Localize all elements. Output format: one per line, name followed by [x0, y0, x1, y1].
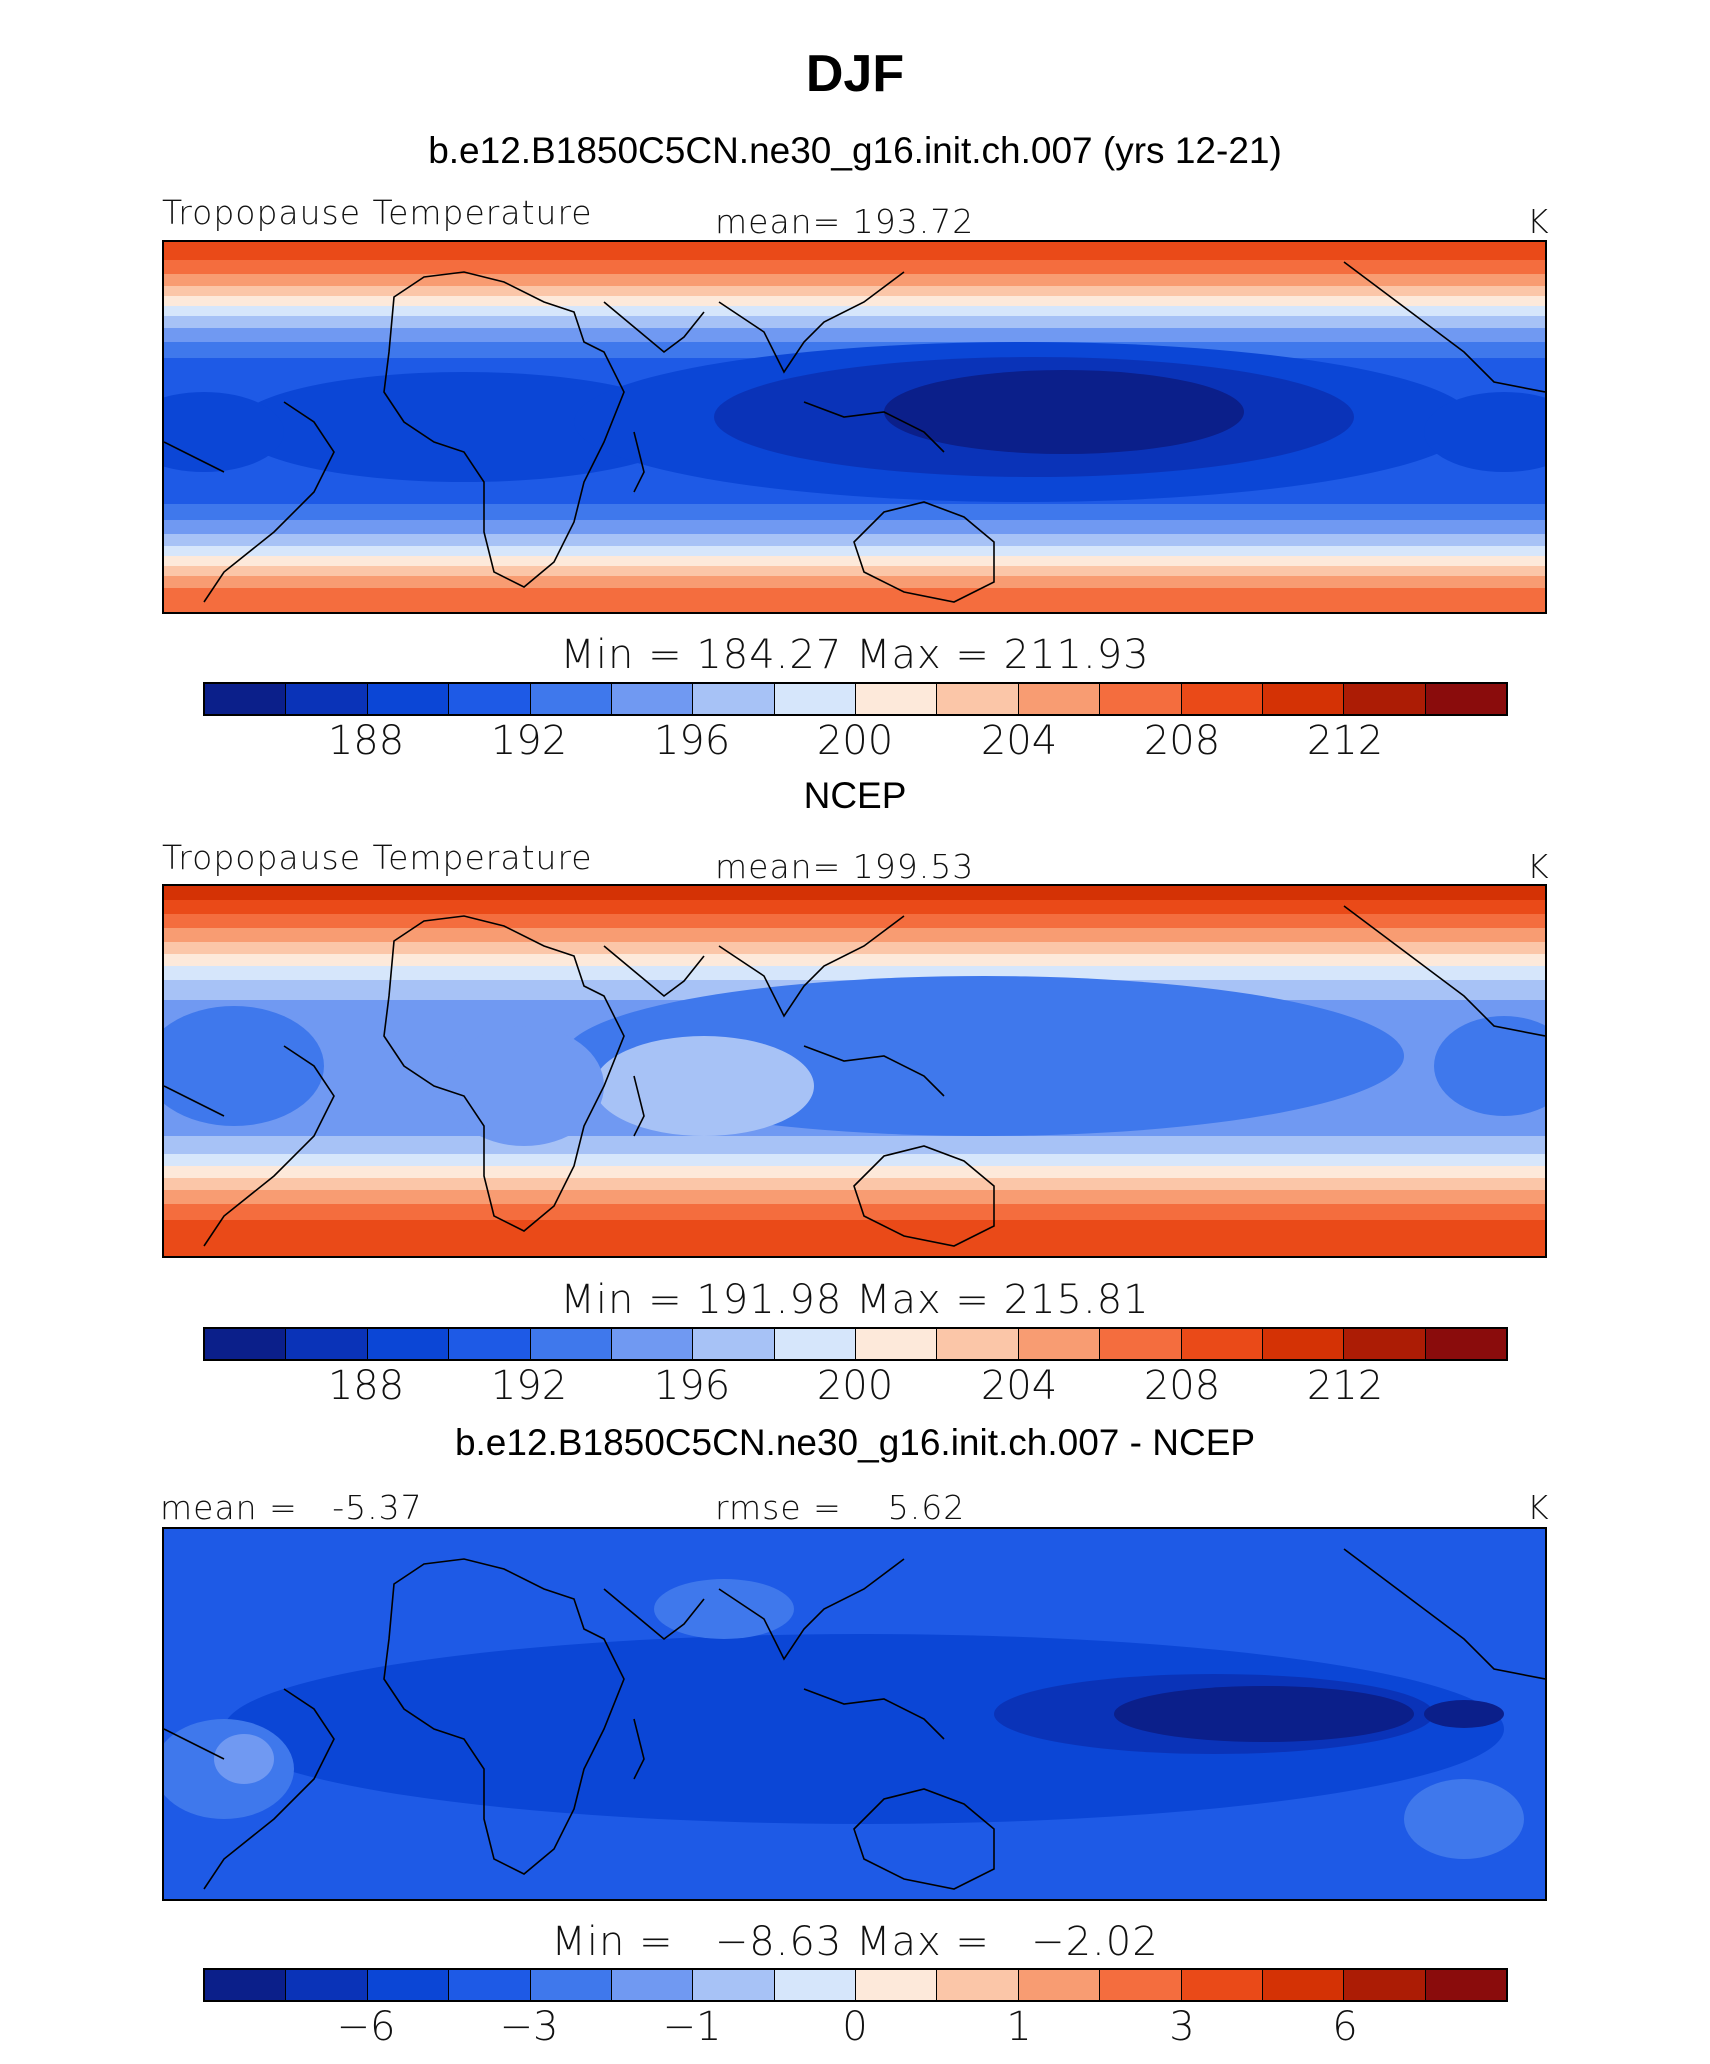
panel-3-colorbar-tick: 1 — [1006, 2004, 1032, 2050]
panel-2-title: NCEP — [803, 775, 907, 816]
colorbar-swatch — [1425, 1970, 1506, 2000]
colorbar-swatch — [1344, 1970, 1426, 2000]
panel-3-units-label: K — [1527, 1488, 1550, 1527]
colorbar-swatch — [611, 684, 694, 714]
colorbar-swatch — [286, 684, 368, 714]
panel-1-colorbar — [203, 682, 1508, 716]
panel-1-min-max: Min = 184.27 Max = 211.93 — [560, 632, 1150, 678]
panel-2-colorbar-tick: 200 — [816, 1363, 894, 1409]
panel-3-colorbar-tick: 3 — [1169, 2004, 1195, 2050]
panel-1-colorbar-tick: 196 — [653, 718, 731, 764]
colorbar-swatch — [611, 1329, 694, 1359]
colorbar-swatch — [205, 684, 287, 714]
panel-1-mean-label: mean= 193.72 — [715, 202, 975, 241]
colorbar-swatch — [774, 684, 856, 714]
panel-1-units-label: K — [1527, 202, 1550, 241]
colorbar-swatch — [449, 1970, 531, 2000]
colorbar-swatch — [774, 1970, 856, 2000]
colorbar-swatch — [1181, 1329, 1263, 1359]
colorbar-swatch — [937, 1970, 1019, 2000]
colorbar-swatch — [1344, 1329, 1426, 1359]
colorbar-swatch — [205, 1970, 287, 2000]
colorbar-swatch — [611, 1970, 694, 2000]
panel-1-title: b.e12.B1850C5CN.ne30_g16.init.ch.007 (yr… — [428, 130, 1282, 171]
colorbar-swatch — [286, 1970, 368, 2000]
colorbar-swatch — [1425, 1329, 1506, 1359]
colorbar-swatch — [1262, 684, 1345, 714]
panel-1-colorbar-tick: 212 — [1306, 718, 1384, 764]
panel-1-colorbar-tick: 208 — [1143, 718, 1221, 764]
panel-2-map — [162, 884, 1547, 1258]
colorbar-swatch — [1100, 684, 1182, 714]
colorbar-swatch — [693, 1970, 775, 2000]
colorbar-swatch — [693, 684, 775, 714]
colorbar-swatch — [937, 1329, 1019, 1359]
panel-2-colorbar-tick: 188 — [327, 1363, 405, 1409]
panel-1-colorbar-tick: 192 — [490, 718, 568, 764]
colorbar-swatch — [205, 1329, 287, 1359]
panel-2-min-max: Min = 191.98 Max = 215.81 — [560, 1277, 1150, 1323]
colorbar-swatch — [856, 1329, 938, 1359]
panel-3-mean-label: mean = -5.37 — [160, 1488, 423, 1527]
colorbar-swatch — [856, 1970, 938, 2000]
colorbar-swatch — [1262, 1329, 1345, 1359]
panel-3-rmse-label: rmse = 5.62 — [715, 1488, 966, 1527]
colorbar-swatch — [774, 1329, 856, 1359]
colorbar-swatch — [937, 684, 1019, 714]
colorbar-swatch — [1100, 1329, 1182, 1359]
panel-2-colorbar-tick: 192 — [490, 1363, 568, 1409]
panel-2-colorbar-tick: 204 — [980, 1363, 1058, 1409]
figure-title: DJF — [805, 45, 905, 103]
colorbar-swatch — [449, 1329, 531, 1359]
colorbar-swatch — [367, 684, 450, 714]
panel-3-colorbar — [203, 1968, 1508, 2002]
panel-1-colorbar-tick: 200 — [816, 718, 894, 764]
panel-3-title: b.e12.B1850C5CN.ne30_g16.init.ch.007 - N… — [454, 1422, 1256, 1463]
panel-2-colorbar-tick: 208 — [1143, 1363, 1221, 1409]
colorbar-swatch — [367, 1970, 450, 2000]
colorbar-swatch — [530, 684, 612, 714]
panel-1-map — [162, 240, 1547, 614]
panel-2-variable-label: Tropopause Temperature — [162, 838, 593, 877]
panel-1-colorbar-tick: 188 — [327, 718, 405, 764]
colorbar-swatch — [367, 1329, 450, 1359]
panel-2-colorbar-tick: 196 — [653, 1363, 731, 1409]
panel-3-colorbar-tick: 0 — [842, 2004, 868, 2050]
colorbar-swatch — [1181, 1970, 1263, 2000]
colorbar-swatch — [530, 1970, 612, 2000]
panel-3-colorbar-tick: −6 — [336, 2004, 396, 2050]
colorbar-swatch — [856, 684, 938, 714]
colorbar-swatch — [1018, 684, 1101, 714]
colorbar-swatch — [1018, 1970, 1101, 2000]
colorbar-swatch — [286, 1329, 368, 1359]
colorbar-swatch — [1181, 684, 1263, 714]
colorbar-swatch — [693, 1329, 775, 1359]
colorbar-swatch — [449, 684, 531, 714]
colorbar-swatch — [1018, 1329, 1101, 1359]
panel-2-colorbar — [203, 1327, 1508, 1361]
colorbar-swatch — [1100, 1970, 1182, 2000]
panel-3-colorbar-tick: 6 — [1332, 2004, 1358, 2050]
colorbar-swatch — [1344, 684, 1426, 714]
panel-2-mean-label: mean= 199.53 — [715, 847, 975, 886]
panel-2-colorbar-tick: 212 — [1306, 1363, 1384, 1409]
panel-3-map — [162, 1527, 1547, 1901]
panel-2-units-label: K — [1527, 847, 1550, 886]
colorbar-swatch — [1262, 1970, 1345, 2000]
colorbar-swatch — [1425, 684, 1506, 714]
panel-3-colorbar-tick: −1 — [662, 2004, 722, 2050]
panel-3-colorbar-tick: −3 — [499, 2004, 559, 2050]
panel-1-colorbar-tick: 204 — [980, 718, 1058, 764]
panel-1-variable-label: Tropopause Temperature — [162, 193, 593, 232]
colorbar-swatch — [530, 1329, 612, 1359]
panel-3-min-max: Min = −8.63 Max = −2.02 — [551, 1919, 1159, 1965]
